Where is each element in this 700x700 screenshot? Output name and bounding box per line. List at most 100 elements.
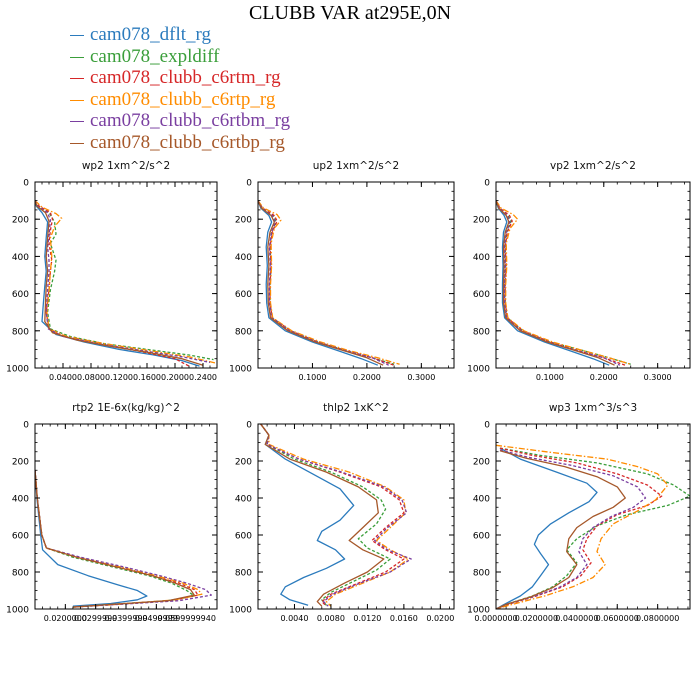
x-tick-label: 0.0400 xyxy=(49,373,77,382)
legend-label: cam078_dflt_rg xyxy=(90,24,212,45)
x-tick-label: 0.2000 xyxy=(353,373,381,382)
panel: wp2 1xm^2/s^2 0 200 400 600 800 1000 0.0400 0.08… xyxy=(6,160,218,382)
series-line xyxy=(496,450,626,609)
series-line xyxy=(35,200,190,367)
legend-label: cam078_clubb_c6rtbm_rg xyxy=(90,110,291,131)
x-tick-label: 0.2000 xyxy=(590,373,618,382)
series-line xyxy=(496,449,647,609)
y-tick-label: 600 xyxy=(12,532,29,542)
y-tick-label: 400 xyxy=(473,495,490,505)
plot-frame xyxy=(34,423,218,610)
series-line xyxy=(258,200,395,366)
y-tick-label: 0 xyxy=(484,421,490,431)
series-line xyxy=(496,200,631,365)
y-tick-label: 1000 xyxy=(467,365,490,375)
series-line xyxy=(35,200,204,366)
series-group xyxy=(260,424,412,607)
x-tick-label: 0.3000 xyxy=(644,373,672,382)
x-tick-label: 0.0599999940 xyxy=(157,614,216,623)
y-tick-label: 600 xyxy=(473,290,490,300)
panel: wp3 1xm^3/s^3020040060080010000.00000000… xyxy=(467,402,691,623)
series-line xyxy=(35,470,148,607)
x-tick-label: 0.0040 xyxy=(280,614,308,623)
plot-frame xyxy=(34,181,218,369)
y-tick-label: 800 xyxy=(473,327,490,337)
x-tick-label: 0.2400 xyxy=(189,373,217,382)
series-line xyxy=(35,200,214,361)
x-tick-label: 0.0160 xyxy=(390,614,418,623)
x-tick-label: 0.0499999 xyxy=(135,614,178,623)
y-tick-label: 200 xyxy=(12,458,29,468)
series-line xyxy=(35,470,199,608)
y-tick-label: 400 xyxy=(235,253,252,263)
y-tick-label: 800 xyxy=(12,327,29,337)
panel-title: vp2 1xm^2/s^2 xyxy=(550,160,636,172)
y-tick-label: 200 xyxy=(12,216,29,226)
y-tick-label: 200 xyxy=(473,458,490,468)
series-line xyxy=(496,200,610,366)
series-line xyxy=(258,200,384,366)
series-line xyxy=(35,200,217,365)
series-line xyxy=(258,200,395,365)
panel: up2 1xm^2/s^2 0 200 400 600 800 1000 0.1000 0.20… xyxy=(229,160,455,382)
series-line xyxy=(35,470,195,608)
x-tick-label: 0.1600 xyxy=(133,373,161,382)
x-tick-label: 0.0080 xyxy=(317,614,345,623)
series-line xyxy=(258,200,400,365)
y-tick-label: 200 xyxy=(235,458,252,468)
y-tick-label: 400 xyxy=(473,253,490,263)
y-tick-label: 600 xyxy=(235,290,252,300)
panel-title: thlp2 1xK^2 xyxy=(323,402,389,414)
x-tick-label: 0.0000000 xyxy=(474,614,517,623)
panel-title: up2 1xm^2/s^2 xyxy=(313,160,399,172)
y-tick-label: 1000 xyxy=(229,365,252,375)
y-tick-label: 600 xyxy=(12,290,29,300)
series-line xyxy=(496,447,663,609)
y-tick-label: 1000 xyxy=(229,606,252,616)
panel-title: wp3 1xm^3/s^3 xyxy=(549,402,637,414)
legend-label: cam078_expldiff xyxy=(90,45,220,67)
series-line xyxy=(260,424,391,606)
x-tick-label: 0.0200000 xyxy=(515,614,558,623)
y-tick-label: 800 xyxy=(235,569,252,579)
legend-swatch xyxy=(70,78,84,79)
panel-title: wp2 1xm^2/s^2 xyxy=(82,160,170,172)
legend-swatch xyxy=(70,99,84,101)
x-tick-label: 0.0299999 xyxy=(74,614,117,623)
panel: vp2 1xm^2/s^2 0 200 400 600 800 1000 0.1000 0.20… xyxy=(467,160,691,382)
legend-swatch xyxy=(70,56,84,58)
y-tick-label: 1000 xyxy=(6,365,29,375)
plot-frame xyxy=(257,181,455,369)
x-tick-label: 0.0800000 xyxy=(636,614,679,623)
series-group xyxy=(496,444,690,609)
legend-swatch xyxy=(70,121,84,122)
series-line xyxy=(496,447,598,609)
y-tick-label: 600 xyxy=(473,532,490,542)
y-tick-label: 0 xyxy=(23,421,29,431)
x-tick-label: 0.3000 xyxy=(407,373,435,382)
series-line xyxy=(35,470,212,608)
series-line xyxy=(496,200,615,366)
y-tick-label: 0 xyxy=(246,421,252,431)
y-tick-label: 400 xyxy=(12,495,29,505)
series-line xyxy=(496,200,631,365)
x-tick-label: 0.0800 xyxy=(77,373,105,382)
y-tick-label: 600 xyxy=(235,532,252,542)
series-group xyxy=(496,200,631,366)
y-tick-label: 400 xyxy=(235,495,252,505)
y-tick-label: 800 xyxy=(473,569,490,579)
y-tick-label: 200 xyxy=(473,216,490,226)
x-tick-label: 0.2000 xyxy=(161,373,189,382)
series-line xyxy=(35,200,200,367)
series-line xyxy=(258,200,379,366)
panel-title: rtp2 1E-6x(kg/kg)^2 xyxy=(72,402,180,414)
x-tick-label: 0.1000 xyxy=(536,373,564,382)
panel: rtp2 1E-6x(kg/kg)^2 0 200 400 600 800 1000 0.02… xyxy=(6,402,218,623)
x-tick-label: 0.1200 xyxy=(105,373,133,382)
y-tick-label: 0 xyxy=(246,179,252,189)
series-group xyxy=(258,200,400,366)
legend-label: cam078_clubb_c6rtp_rg xyxy=(90,88,276,110)
series-line xyxy=(35,200,211,364)
series-line xyxy=(260,424,355,606)
